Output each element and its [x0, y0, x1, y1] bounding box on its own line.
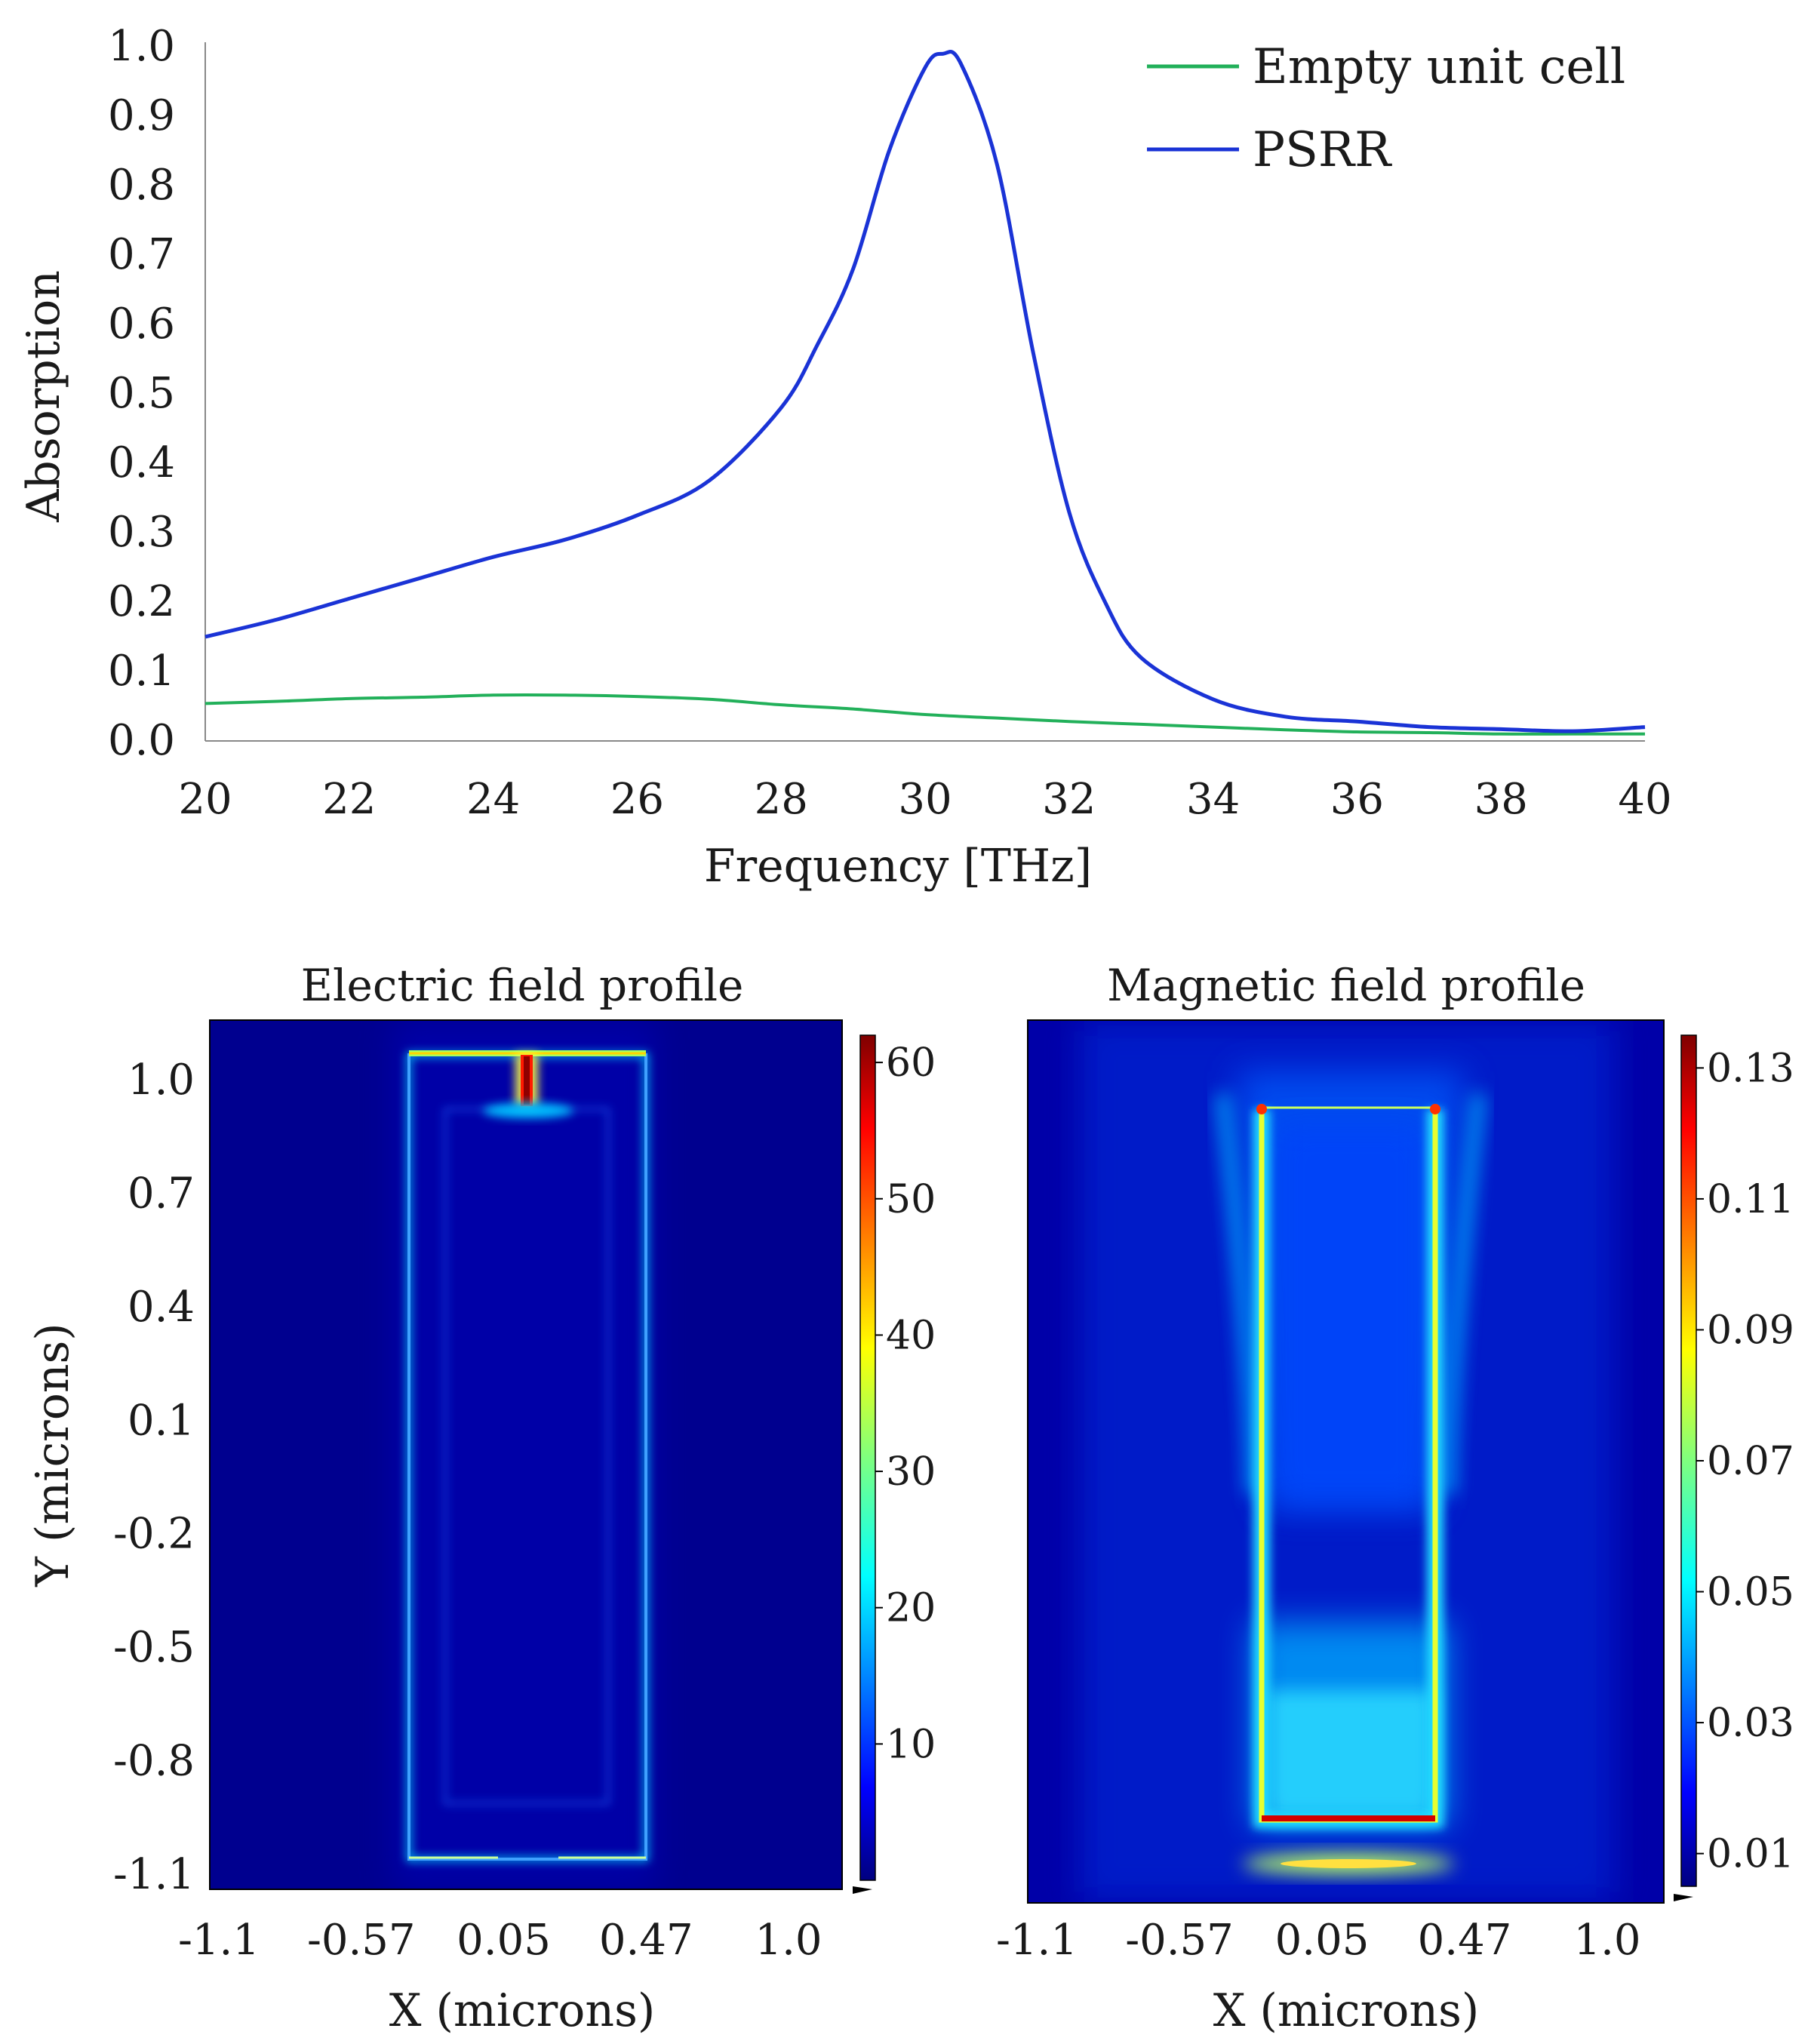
y-tick-label: 0.2 — [108, 577, 175, 626]
colorbar-tick-label: 0.07 — [1707, 1439, 1794, 1484]
magnetic-field-title: Magnetic field profile — [1107, 960, 1585, 1011]
electric-x-ticks: -1.1 -0.57 0.05 0.47 1.0 — [178, 1916, 822, 1965]
y-axis-label: Absorption — [17, 270, 70, 523]
colorbar-tick-label: 60 — [886, 1040, 936, 1086]
x-tick-label: -1.1 — [996, 1916, 1078, 1965]
electric-colorbar: 60 50 40 30 20 10 — [853, 1034, 936, 1894]
colorbar-tick-label: 0.05 — [1707, 1570, 1794, 1615]
line-chart-axes — [204, 42, 1645, 742]
x-tick-label: 38 — [1474, 775, 1528, 824]
y-tick-label: -0.5 — [113, 1623, 195, 1672]
y-tick-label: 1.0 — [108, 22, 175, 71]
electric-field-title: Electric field profile — [301, 960, 744, 1011]
y-tick-label: 0.6 — [108, 300, 175, 349]
y-tick-label: 0.3 — [108, 508, 175, 557]
colorbar-tick-label: 0.03 — [1707, 1701, 1794, 1746]
x-tick-label: -0.57 — [307, 1916, 416, 1965]
colorbar-tick-label: 10 — [886, 1722, 936, 1767]
electric-y-axis-label: Y (microns) — [26, 1323, 79, 1587]
y-tick-label: -1.1 — [113, 1850, 195, 1899]
x-tick-label: 26 — [610, 775, 664, 824]
legend-label-psrr: PSRR — [1253, 122, 1392, 178]
line-chart-series — [204, 50, 1646, 736]
magnetic-colorbar-ticks: 0.13 0.11 0.09 0.07 0.05 0.03 0.01 — [1696, 1046, 1794, 1877]
magnetic-x-ticks: -1.1 -0.57 0.05 0.47 1.0 — [996, 1916, 1641, 1965]
colorbar-tick-label: 20 — [886, 1586, 936, 1631]
x-tick-label: 22 — [322, 775, 376, 824]
electric-field-heatmap: Electric field profile -1.1 -0.57 0.05 0.47… — [26, 960, 936, 2037]
series-line-psrr — [204, 50, 1646, 733]
line-chart-y-ticks: 0.0 0.1 0.2 0.3 0.4 0.5 0.6 0.7 0.8 0.9 1.0 — [108, 22, 175, 765]
absorption-line-chart: 0.0 0.1 0.2 0.3 0.4 0.5 0.6 0.7 0.8 0.9 1.0 20 22 24… — [17, 22, 1672, 893]
legend: Empty unit cell PSRR — [1147, 39, 1625, 178]
x-tick-label: 20 — [178, 775, 232, 824]
line-chart-x-ticks: 20 22 24 26 28 30 32 34 36 38 40 — [178, 775, 1671, 824]
x-tick-label: 40 — [1618, 775, 1671, 824]
y-tick-label: 0.4 — [128, 1283, 195, 1332]
y-tick-label: 0.8 — [108, 161, 175, 210]
colorbar-tick-label: 50 — [886, 1177, 936, 1222]
colorbar-tick-label: 0.11 — [1707, 1177, 1794, 1222]
x-tick-label: 34 — [1186, 775, 1240, 824]
x-tick-label: 0.05 — [1275, 1916, 1370, 1965]
x-tick-label: 1.0 — [1573, 1916, 1640, 1965]
x-tick-label: 36 — [1330, 775, 1384, 824]
colorbar-tick-label: 0.09 — [1707, 1308, 1794, 1353]
x-tick-label: 32 — [1042, 775, 1096, 824]
electric-y-ticks: 1.0 0.7 0.4 0.1 -0.2 -0.5 -0.8 -1.1 — [113, 1056, 195, 1899]
x-tick-label: 24 — [466, 775, 520, 824]
magnetic-field-heatmap: Magnetic field profile — [996, 960, 1794, 2037]
magnetic-x-axis-label: X (microns) — [1213, 1984, 1480, 2037]
electric-colorbar-ticks: 60 50 40 30 20 10 — [875, 1040, 936, 1767]
x-tick-label: 0.05 — [457, 1916, 551, 1965]
x-tick-label: -1.1 — [178, 1916, 260, 1965]
y-tick-label: -0.2 — [113, 1510, 195, 1559]
y-tick-label: 0.1 — [108, 647, 175, 696]
magnetic-field-image — [1028, 1020, 1664, 1903]
legend-label-empty-unit-cell: Empty unit cell — [1253, 39, 1625, 95]
y-tick-label: 0.5 — [108, 369, 175, 418]
electric-field-image — [210, 1020, 842, 1889]
x-tick-label: 30 — [898, 775, 952, 824]
y-tick-label: 1.0 — [128, 1056, 195, 1105]
x-tick-label: 0.47 — [599, 1916, 693, 1965]
y-tick-label: 0.7 — [108, 230, 175, 279]
y-tick-label: 0.0 — [108, 716, 175, 765]
y-tick-label: 0.7 — [128, 1169, 195, 1218]
x-tick-label: 0.47 — [1418, 1916, 1512, 1965]
y-tick-label: -0.8 — [113, 1737, 195, 1786]
magnetic-colorbar: 0.13 0.11 0.09 0.07 0.05 0.03 0.01 — [1674, 1034, 1794, 1901]
y-tick-label: 0.9 — [108, 91, 175, 140]
colorbar-tick-label: 0.01 — [1707, 1832, 1794, 1877]
x-axis-label: Frequency [THz] — [704, 840, 1092, 893]
colorbar-tick-label: 40 — [886, 1313, 936, 1358]
electric-x-axis-label: X (microns) — [389, 1984, 656, 2037]
colorbar-tick-label: 0.13 — [1707, 1046, 1794, 1091]
y-tick-label: 0.1 — [128, 1396, 195, 1445]
x-tick-label: 28 — [755, 775, 808, 824]
series-line-empty-unit-cell — [204, 693, 1645, 736]
x-tick-label: -0.57 — [1125, 1916, 1234, 1965]
colorbar-tick-label: 30 — [886, 1449, 936, 1495]
y-tick-label: 0.4 — [108, 438, 175, 487]
x-tick-label: 1.0 — [755, 1916, 822, 1965]
